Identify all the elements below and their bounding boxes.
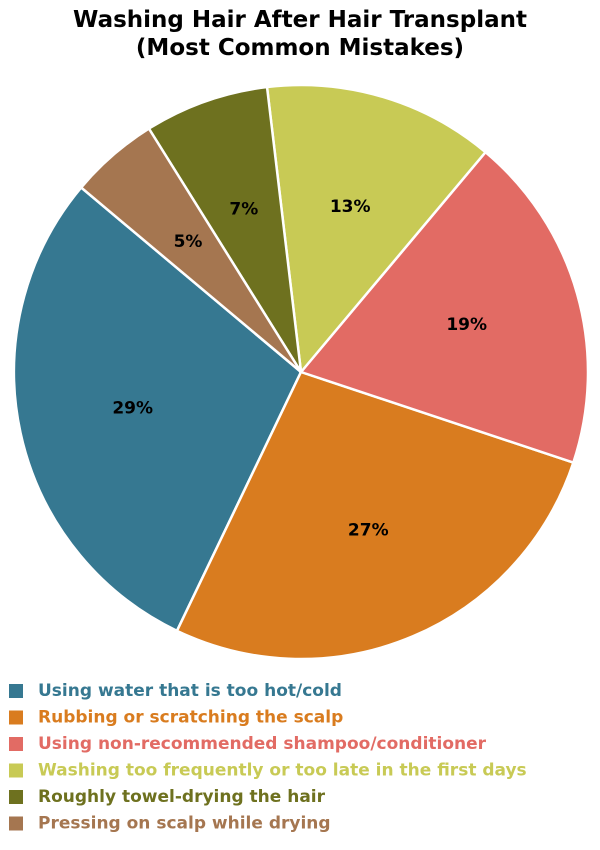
pie-slice [265, 83, 488, 376]
slice-label: 27% [348, 521, 389, 541]
legend-swatch [9, 710, 23, 725]
legend-label: Using water that is too hot/cold [38, 681, 342, 701]
pie-slice [79, 126, 303, 373]
slice-label: 7% [229, 200, 258, 220]
legend-swatch [9, 684, 23, 698]
slice-label: 13% [330, 197, 371, 217]
legend-label: Pressing on scalp while drying [38, 814, 331, 834]
pie-slice [175, 370, 575, 661]
slice-label: 29% [112, 398, 153, 418]
pie-slice [147, 85, 303, 373]
legend-swatch [9, 790, 23, 804]
legend-label: Using non-recommended shampoo/conditione… [38, 734, 487, 754]
pie-slice [298, 150, 590, 465]
legend-swatch [9, 737, 23, 751]
chart-title: Washing Hair After Hair Transplant (Most… [73, 7, 527, 61]
slice-label: 5% [174, 232, 203, 252]
legend-label: Rubbing or scratching the scalp [38, 708, 343, 728]
legend-label: Roughly towel-drying the hair [38, 787, 326, 807]
legend-swatch [9, 763, 23, 778]
legend-swatch [9, 816, 23, 831]
legend-label: Washing too frequently or too late in th… [38, 761, 527, 781]
slice-label: 19% [446, 315, 487, 335]
